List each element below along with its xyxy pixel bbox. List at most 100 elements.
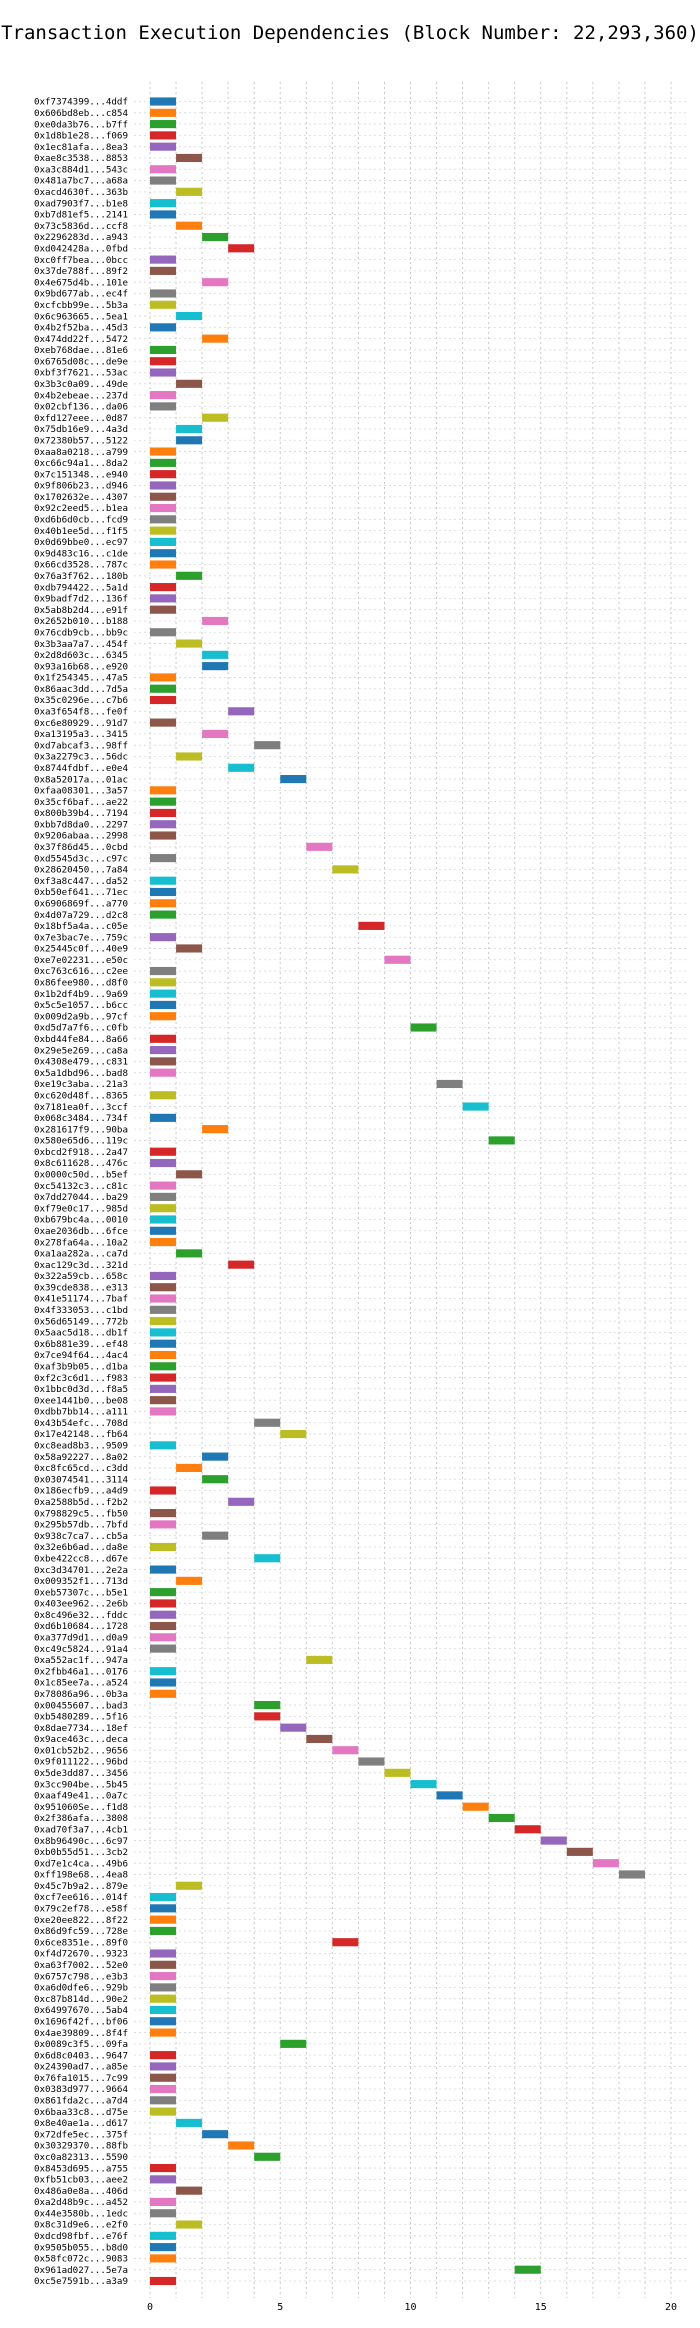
y-tick-label: 0x29e5e269...ca8a [34, 1045, 128, 1056]
y-tick-label: 0x30329370...88fb [34, 2141, 128, 2152]
y-tick-label: 0x8453d695...a755 [34, 2163, 128, 2174]
bar-0x6906869f...a770 [150, 899, 177, 908]
y-tick-label: 0xfaa08301...3a57 [34, 786, 128, 797]
y-tick-label: 0x58fc072c...9083 [34, 2254, 128, 2265]
bar-0x76fa1015...7c99 [150, 2073, 177, 2082]
y-tick-label: 0x86aac3dd...7d5a [34, 684, 128, 695]
bar-0x281617f9...90ba [202, 1125, 229, 1134]
y-tick-label: 0xc763c616...c2ee [34, 966, 128, 977]
bar-0xa13195a3...3415 [202, 729, 229, 738]
bar-0xd6b6d0cb...fcd9 [150, 515, 177, 524]
bar-0x39cde838...e313 [150, 1283, 177, 1292]
bar-0x278fa64a...10a2 [150, 1238, 177, 1247]
y-tick-label: 0x403ee962...2e6b [34, 1599, 128, 1610]
bar-0x5ab8b2d4...e91f [150, 605, 177, 614]
bar-0x58a92227...8a02 [202, 1452, 229, 1461]
y-tick-label: 0xc0a82313...5590 [34, 2152, 128, 2163]
y-tick-label: 0xd6b10684...1728 [34, 1621, 128, 1632]
bar-0x93a16b68...e920 [202, 662, 229, 671]
y-tick-label: 0x6757c798...e3b3 [34, 1971, 128, 1982]
y-tick-label: 0x40b1ee5d...f1f5 [34, 526, 128, 537]
bar-0x474dd22f...5472 [202, 334, 229, 343]
y-tick-label: 0x28620450...7a84 [34, 865, 129, 876]
bar-0xa2588b5d...f2b2 [228, 1497, 255, 1506]
y-tick-label: 0x72dfe5ec...375f [34, 2129, 128, 2140]
y-tick-label: 0x5ab8b2d4...e91f [34, 605, 128, 616]
bar-0x8c31d9e6...e2f0 [176, 2220, 203, 2229]
y-tick-label: 0x8e40ae1a...d617 [34, 2118, 128, 2129]
y-tick-label: 0x93a16b68...e920 [34, 661, 128, 672]
bar-0x8453d695...a755 [150, 2164, 177, 2173]
bar-0x92c2eed5...b1ea [150, 503, 177, 513]
y-tick-label: 0x861fda2c...a7d4 [34, 2096, 129, 2107]
bar-0x78086a96...0b3a [150, 1689, 177, 1698]
bar-0x606bd8eb...c854 [150, 108, 177, 117]
bar-0xf7374399...4ddf [150, 97, 177, 106]
bar-0xc3d34701...2e2a [150, 1565, 177, 1574]
y-tick-label: 0xacd4630f...363b [34, 187, 128, 198]
y-tick-label: 0x4b2f52ba...45d3 [34, 323, 128, 334]
y-tick-label: 0x17e42148...fb64 [34, 1429, 129, 1440]
bar-0xb7d81ef5...2141 [150, 210, 177, 219]
bar-0xbcd2f918...2a47 [150, 1147, 177, 1156]
y-tick-label: 0x8dae7734...18ef [34, 1723, 128, 1734]
bar-0x7e3bac7e...759c [150, 933, 177, 942]
bar-0x28620450...7a84 [332, 865, 359, 874]
y-tick-label: 0xad70f3a7...4cb1 [34, 1824, 128, 1835]
bar-0x37f86d45...0cbd [306, 842, 333, 851]
y-tick-label: 0xb5480289...5f16 [34, 1712, 128, 1723]
bar-0xa552ac1f...947a [306, 1655, 333, 1664]
y-tick-label: 0xa3c884d1...543c [34, 164, 128, 175]
bar-0x6c963665...5ea1 [176, 311, 203, 321]
y-tick-label: 0xf2c3c6d1...f983 [34, 1373, 128, 1384]
y-tick-label: 0x4f333053...c1bd [34, 1305, 128, 1316]
y-tick-label: 0x44e3580b...1edc [34, 2208, 128, 2219]
y-tick-label: 0x800b39b4...7194 [34, 808, 129, 819]
y-tick-label: 0xa63f7002...52e0 [34, 1960, 128, 1971]
bar-0x37de788f...89f2 [150, 266, 177, 275]
y-tick-label: 0x9ace463c...deca [34, 1734, 128, 1745]
y-tick-label: 0x3b3aa7a7...454f [34, 639, 128, 650]
y-tick-label: 0x4308e479...c831 [34, 1057, 128, 1068]
y-tick-label: 0x6baa33c8...d75e [34, 2107, 128, 2118]
bar-0xee1441b0...be08 [150, 1396, 177, 1405]
y-tick-label: 0xfd127eee...0d87 [34, 413, 128, 424]
y-tick-label: 0xf3a8c447...da52 [34, 876, 128, 887]
y-tick-label: 0x76cdb9cb...bb9c [34, 627, 128, 638]
bar-0x9bd677ab...ec4f [150, 289, 177, 298]
bar-0x3a2279c3...56dc [176, 752, 203, 761]
plot-area [132, 80, 687, 2300]
bar-0xb0b55d51...3cb2 [566, 1847, 593, 1856]
bar-0x1ec81afa...8ea3 [150, 142, 177, 151]
y-tick-label: 0xb0b55d51...3cb2 [34, 1847, 128, 1858]
y-tick-label: 0x24390ad7...a85e [34, 2062, 128, 2073]
y-tick-label: 0x9f806b23...d946 [34, 481, 128, 492]
bar-0x0089c3f5...09fa [280, 2039, 307, 2048]
bar-0x5de3dd87...3456 [384, 1768, 411, 1777]
y-tick-label: 0xa377d9d1...d0a9 [34, 1633, 128, 1644]
y-tick-label: 0x41e51174...7baf [34, 1294, 128, 1305]
bar-0x4ae39809...8f4f [150, 2028, 177, 2037]
y-tick-label: 0x01cb52b2...9656 [34, 1745, 128, 1756]
bar-0x45c7b9a2...879e [176, 1881, 203, 1890]
y-tick-label: 0x8b96490c...6c97 [34, 1836, 128, 1847]
y-tick-label: 0x86fee980...d8f0 [34, 978, 128, 989]
y-tick-label: 0x295b57db...7bfd [34, 1520, 128, 1531]
y-tick-label: 0x0089c3f5...09fa [34, 2039, 128, 2050]
bar-0x25445c0f...40e9 [176, 944, 203, 953]
y-tick-label: 0x66cd3528...787c [34, 560, 128, 571]
grid-lines [134, 82, 686, 2298]
bar-0xe19c3aba...21a3 [436, 1079, 463, 1089]
y-tick-label: 0x8c611628...476c [34, 1158, 128, 1169]
y-tick-label: 0x9badf7d2...136f [34, 594, 128, 605]
bar-0xd5545d3c...c97c [150, 854, 177, 863]
bar-0x798829c5...fb50 [150, 1509, 177, 1518]
bar-0xdcd98fbf...e76f [150, 2231, 177, 2240]
bar-0x1c85ee7a...a524 [150, 1678, 177, 1687]
bar-0xc87b814d...90e2 [150, 1994, 177, 2003]
bar-0xa3f654f8...fe0f [228, 707, 255, 716]
bar-0x068c3484...734f [150, 1113, 177, 1122]
y-tick-label: 0xd5545d3c...c97c [34, 853, 128, 864]
bar-0x1b2df4b9...9a69 [150, 989, 177, 998]
bar-0x486a0e8a...406d [176, 2186, 203, 2195]
